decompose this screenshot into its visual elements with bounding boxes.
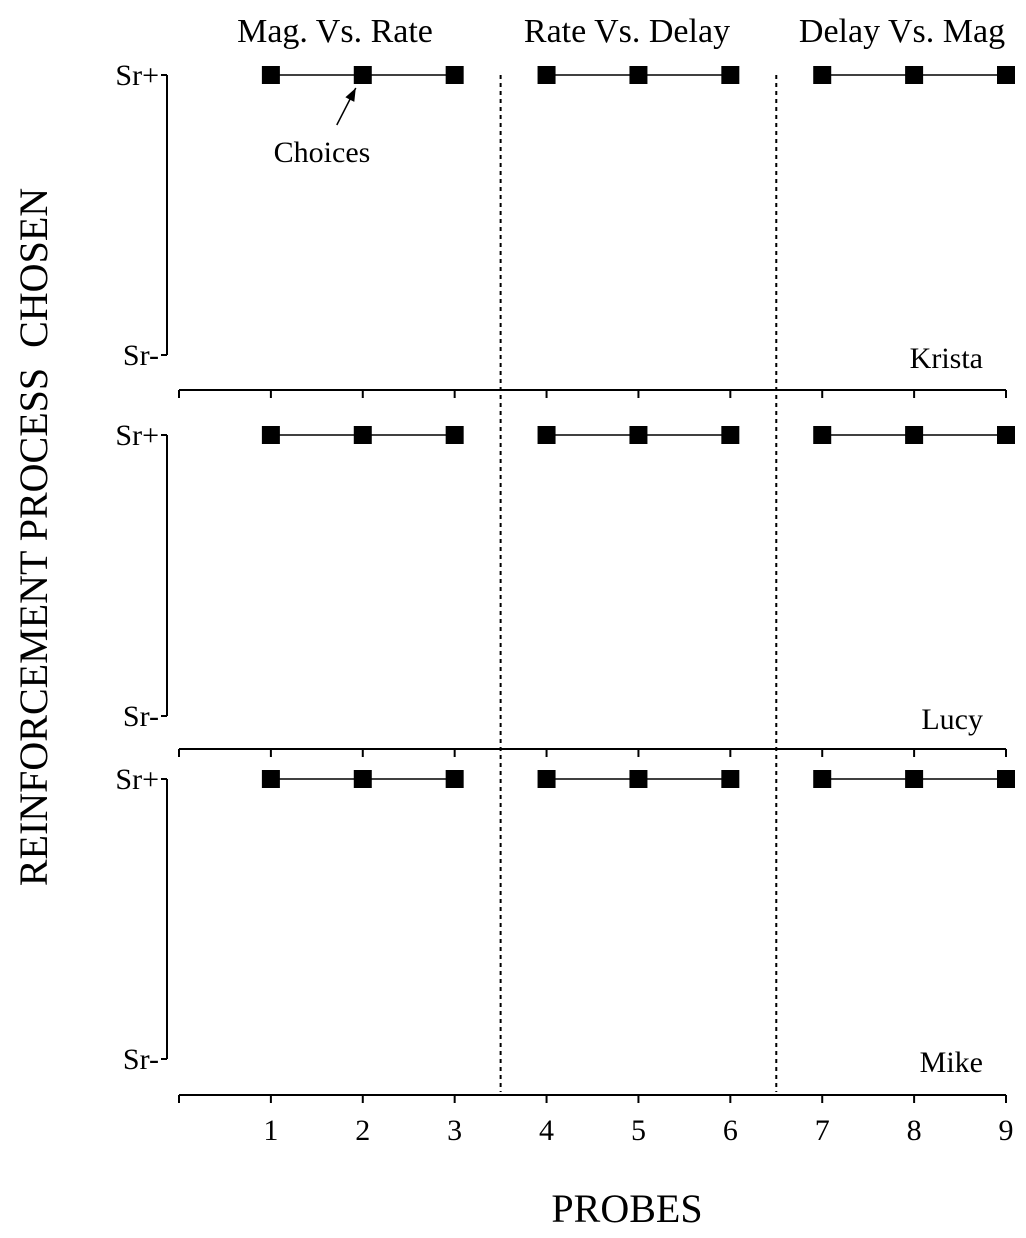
y-tick-label: Sr+ xyxy=(115,419,159,452)
phase-label: Rate Vs. Delay xyxy=(524,13,730,50)
panel-lucy: Sr+ Sr- Lucy xyxy=(115,419,1015,757)
x-tick-label: 6 xyxy=(723,1114,738,1147)
data-point xyxy=(905,66,924,84)
data-point xyxy=(537,426,556,444)
participant-name: Lucy xyxy=(921,703,983,736)
participant-name: Mike xyxy=(920,1046,983,1079)
data-point xyxy=(353,426,372,444)
x-tick-label: 2 xyxy=(355,1114,370,1147)
panel-krista: Sr+ Sr- Krista xyxy=(115,59,1015,398)
x-axis: 1 2 3 4 5 6 7 8 9 xyxy=(263,1114,1013,1147)
annotation-arrowhead xyxy=(345,88,356,102)
y-axis-title: REINFORCEMENT PROCESS CHOSEN xyxy=(11,188,56,886)
phase-lines xyxy=(499,75,778,1092)
phase-label: Delay Vs. Mag xyxy=(799,13,1005,50)
x-tick-label: 3 xyxy=(447,1114,462,1147)
phase-labels: Mag. Vs. Rate Rate Vs. Delay Delay Vs. Mag xyxy=(237,13,1005,50)
data-point xyxy=(445,426,464,444)
data-point xyxy=(905,770,924,788)
data-point xyxy=(813,770,832,788)
data-point xyxy=(997,66,1015,84)
phase-label: Mag. Vs. Rate xyxy=(237,13,433,50)
data-point xyxy=(537,770,556,788)
panel-mike: Sr+ Sr- Mike xyxy=(115,763,1015,1103)
data-point xyxy=(261,66,280,84)
data-point xyxy=(261,770,280,788)
data-point xyxy=(721,66,740,84)
data-point xyxy=(629,426,648,444)
data-point xyxy=(997,426,1015,444)
annotation: Choices xyxy=(274,87,371,169)
x-tick-label: 8 xyxy=(907,1114,922,1147)
data-point xyxy=(721,426,740,444)
data-point xyxy=(261,426,280,444)
data-point xyxy=(813,426,832,444)
participant-name: Krista xyxy=(910,342,983,375)
x-tick-label: 9 xyxy=(999,1114,1014,1147)
panels: Sr+ Sr- Krista Sr+ Sr- Lucy Sr+ Sr- Mike xyxy=(115,59,1015,1103)
annotation-label: Choices xyxy=(274,136,371,169)
data-point xyxy=(813,66,832,84)
data-point xyxy=(445,770,464,788)
y-tick-label: Sr- xyxy=(123,700,159,733)
x-tick-label: 1 xyxy=(263,1114,278,1147)
data-point xyxy=(905,426,924,444)
data-point xyxy=(353,66,372,84)
y-tick-label: Sr+ xyxy=(115,763,159,796)
y-tick-label: Sr- xyxy=(123,1043,159,1076)
data-point xyxy=(353,770,372,788)
data-point xyxy=(537,66,556,84)
data-point xyxy=(997,770,1015,788)
y-tick-label: Sr+ xyxy=(115,59,159,92)
data-point xyxy=(629,66,648,84)
data-point xyxy=(445,66,464,84)
x-tick-label: 7 xyxy=(815,1114,830,1147)
data-point xyxy=(721,770,740,788)
x-axis-title: PROBES xyxy=(551,1186,702,1231)
y-tick-label: Sr- xyxy=(123,339,159,372)
x-tick-label: 4 xyxy=(539,1114,554,1147)
x-tick-label: 5 xyxy=(631,1114,646,1147)
data-point xyxy=(629,770,648,788)
